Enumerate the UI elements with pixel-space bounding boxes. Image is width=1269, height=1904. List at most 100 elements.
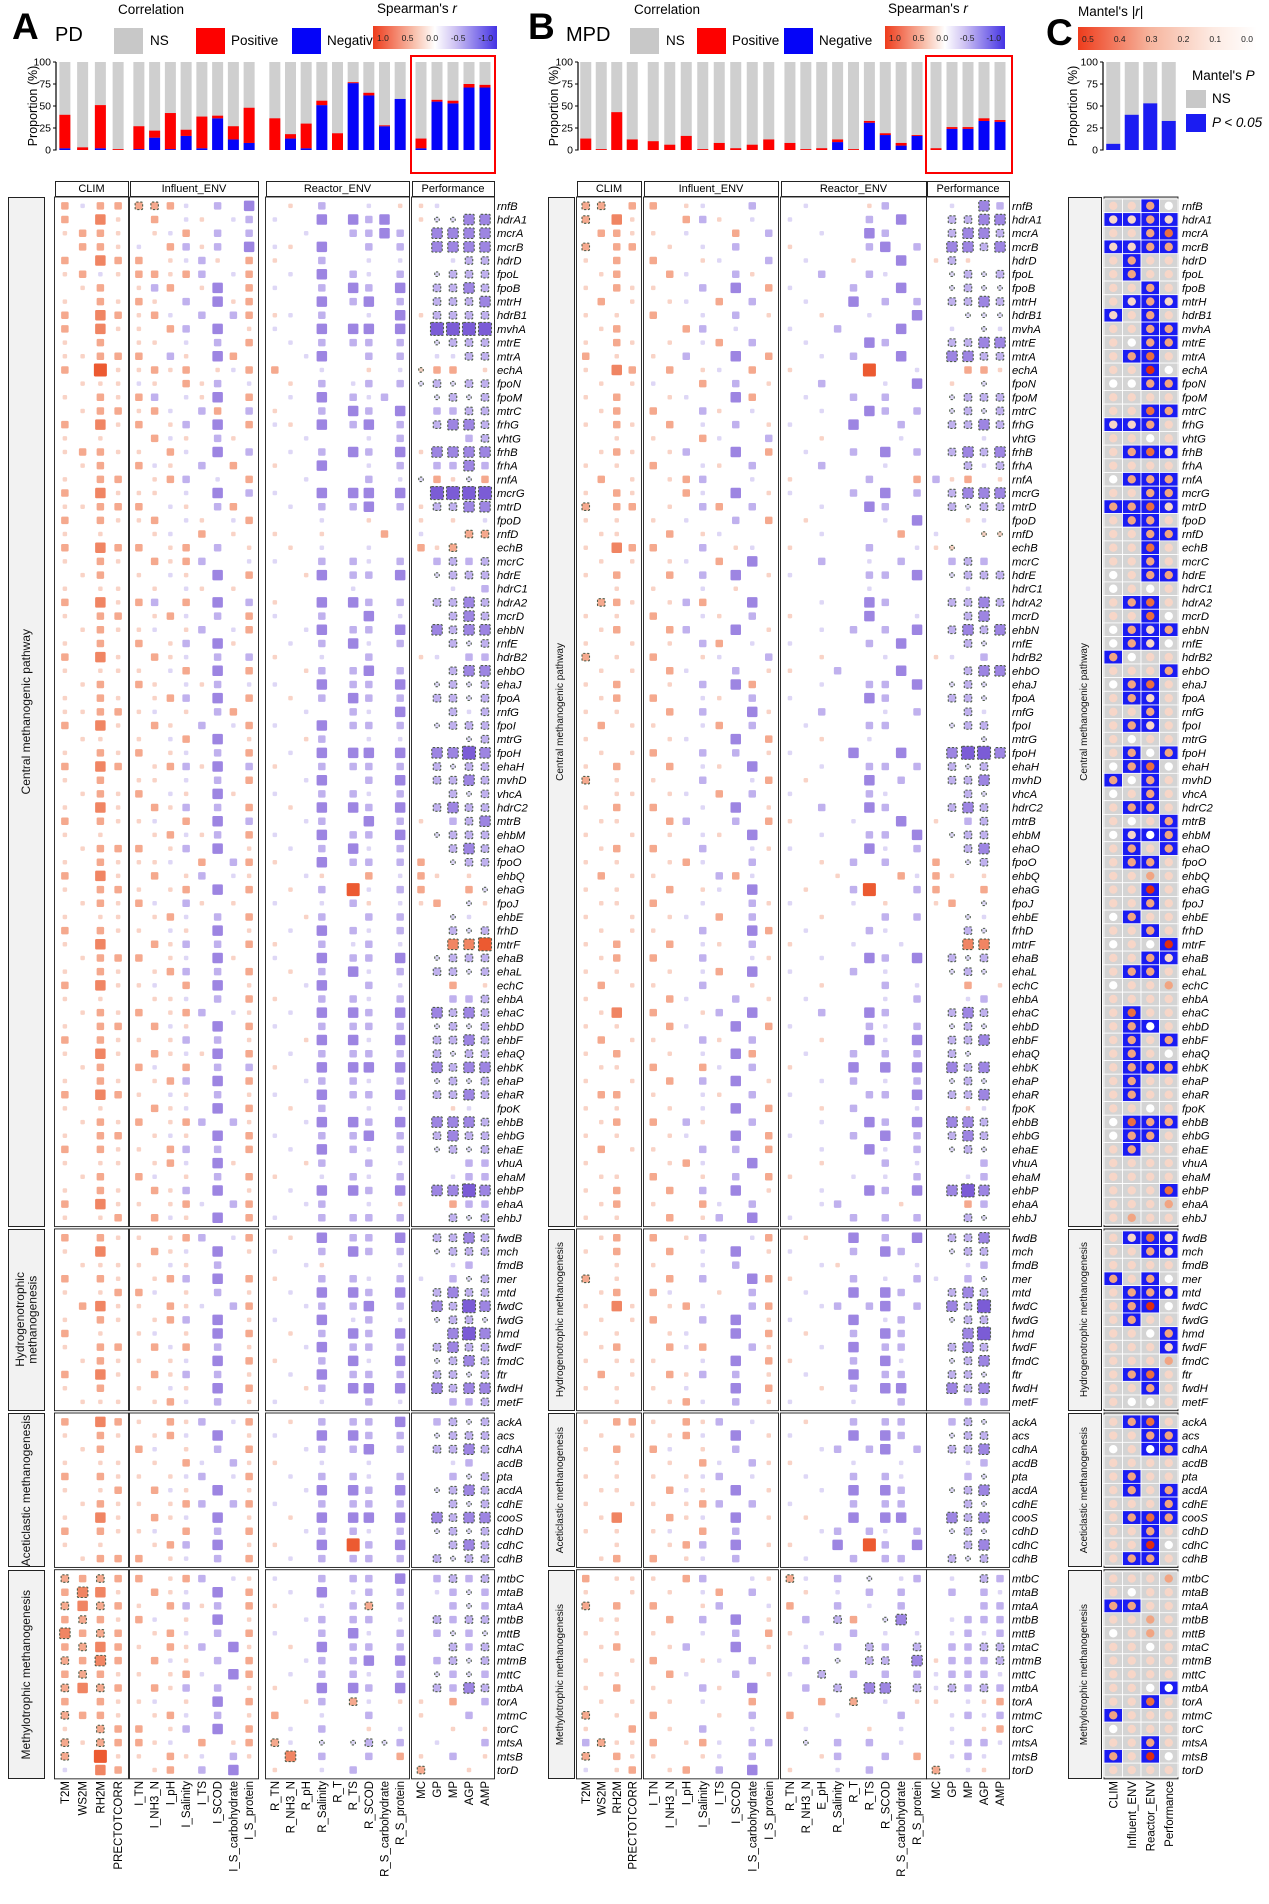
gene-label: mtrB	[1012, 816, 1036, 828]
correlation-cell	[168, 1726, 173, 1732]
correlation-cell	[396, 1077, 404, 1085]
correlation-cell	[212, 1382, 223, 1394]
column-label: GP	[947, 1781, 959, 1798]
correlation-cell	[583, 736, 588, 742]
mantel-r-dot	[1164, 707, 1173, 717]
correlation-cell	[394, 1232, 406, 1244]
correlation-cell	[448, 953, 458, 963]
row-group-label: Aceticlastic methanogenesis	[19, 1414, 34, 1566]
correlation-cell	[115, 983, 121, 988]
correlation-cell	[667, 832, 672, 838]
correlation-cell	[613, 1343, 621, 1351]
gene-label: ehbN	[1182, 625, 1210, 637]
correlation-cell	[981, 873, 987, 879]
correlation-cell	[684, 230, 689, 236]
mantel-r-dot	[1146, 283, 1155, 293]
correlation-cell	[700, 1160, 705, 1166]
mantel-r-dot	[1146, 1260, 1155, 1270]
correlation-cell	[817, 379, 826, 388]
correlation-cell	[246, 873, 252, 879]
correlation-cell	[396, 352, 404, 361]
correlation-cell	[432, 775, 442, 785]
proportion-bar-positive	[680, 135, 692, 150]
correlation-cell	[980, 1459, 988, 1467]
correlation-cell	[150, 1588, 159, 1596]
correlation-cell	[150, 1247, 159, 1256]
correlation-cell	[166, 694, 175, 702]
correlation-cell	[365, 954, 373, 962]
correlation-cell	[715, 913, 723, 921]
correlation-cell	[947, 1035, 957, 1045]
proportion-bar-ns	[133, 62, 145, 150]
correlation-cell	[198, 461, 206, 470]
correlation-cell	[962, 1327, 974, 1340]
correlation-cell	[213, 502, 222, 511]
mantel-r-dot	[1146, 1301, 1155, 1311]
mantel-r-dot	[1164, 1588, 1173, 1597]
correlation-cell	[581, 775, 591, 785]
correlation-cell	[318, 1418, 326, 1426]
correlation-cell	[213, 680, 222, 689]
mantel-r-dot	[1164, 311, 1173, 320]
correlation-cell	[212, 925, 223, 936]
mantel-r-dot	[1109, 324, 1118, 334]
correlation-cell	[150, 653, 159, 661]
correlation-cell	[448, 639, 458, 648]
correlation-cell	[80, 504, 85, 509]
correlation-cell	[980, 1670, 988, 1679]
correlation-cell	[613, 448, 621, 456]
correlation-cell	[136, 1672, 142, 1677]
correlation-cell	[98, 1399, 103, 1405]
mantel-r-dot	[1109, 1172, 1118, 1181]
correlation-cell	[245, 1200, 253, 1208]
correlation-cell	[464, 256, 474, 265]
mantel-r-dot	[1109, 434, 1118, 443]
correlation-cell	[434, 832, 440, 838]
mantel-r-dot	[1127, 215, 1136, 224]
correlation-cell	[198, 1643, 206, 1651]
proportion-bar-ns	[978, 62, 990, 150]
correlation-cell	[465, 1459, 473, 1467]
correlation-cell	[651, 1474, 656, 1479]
mantel-r-dot	[1127, 1527, 1136, 1536]
gene-label: mtrC	[497, 406, 522, 418]
correlation-cell	[394, 1539, 406, 1551]
correlation-cell	[848, 747, 859, 759]
gene-label: cdhE	[1012, 1499, 1038, 1511]
gene-label: metF	[497, 1397, 524, 1409]
correlation-cell	[994, 213, 1006, 226]
correlation-cell	[347, 966, 359, 977]
gene-label: rnfE	[497, 638, 518, 650]
column-group-header: Reactor_ENV	[265, 181, 410, 197]
gene-label: ehbK	[1182, 1062, 1209, 1074]
correlation-cell	[667, 1460, 672, 1466]
correlation-cell	[448, 1035, 458, 1045]
correlation-cell	[599, 559, 604, 564]
correlation-cell	[349, 790, 357, 798]
correlation-cell	[803, 1290, 809, 1295]
correlation-cell	[316, 1062, 328, 1073]
mantel-r-dot	[1146, 803, 1155, 812]
correlation-cell	[135, 543, 143, 552]
mantel-r-dot	[1164, 1288, 1173, 1297]
correlation-cell	[288, 1188, 293, 1193]
mantel-r-dot	[1146, 570, 1155, 580]
correlation-cell	[599, 1556, 604, 1561]
gene-label: torC	[1182, 1724, 1204, 1736]
mantel-r-dot	[1127, 652, 1136, 662]
correlation-cell	[448, 1233, 458, 1243]
correlation-cell	[981, 1473, 987, 1480]
correlation-cell	[666, 530, 674, 538]
correlation-cell	[229, 1500, 238, 1508]
correlation-cell	[433, 1574, 441, 1583]
row-group-strip: Hydrogenotrophic methanogenesis	[1068, 1228, 1102, 1411]
mantel-r-dot	[1146, 1472, 1155, 1481]
correlation-cell	[245, 1738, 253, 1747]
correlation-cell	[699, 1186, 707, 1195]
correlation-cell	[583, 764, 588, 769]
correlation-cell	[464, 1131, 474, 1141]
y-axis-tick-label: 25	[561, 123, 573, 135]
correlation-cell	[715, 790, 723, 798]
correlation-cell	[183, 1215, 189, 1221]
correlation-cell	[347, 1628, 359, 1639]
